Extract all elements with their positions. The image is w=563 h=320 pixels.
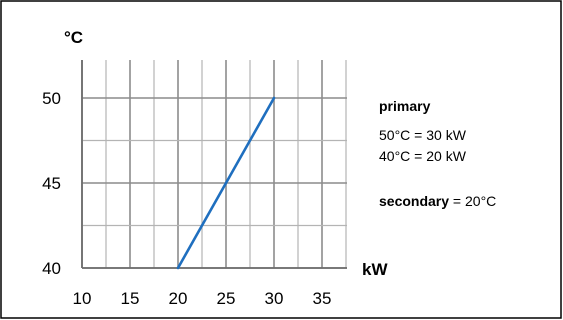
x-tick-label: 35 bbox=[313, 289, 332, 308]
x-tick-label: 10 bbox=[73, 289, 92, 308]
axes bbox=[81, 60, 347, 269]
legend-primary-label: primary bbox=[379, 98, 431, 114]
legend-secondary-label: secondary bbox=[379, 193, 449, 209]
series-line-segment bbox=[176, 96, 276, 270]
legend-secondary: secondary = 20°C bbox=[379, 193, 496, 209]
legend-secondary-value: = 20°C bbox=[449, 193, 496, 209]
x-tick-label: 30 bbox=[265, 289, 284, 308]
legend-primary-line2: 40°C = 20 kW bbox=[379, 148, 467, 164]
series bbox=[176, 96, 276, 270]
x-axis-unit: kW bbox=[362, 260, 388, 279]
y-tick-label: 45 bbox=[42, 174, 61, 193]
x-tick-label: 20 bbox=[169, 289, 188, 308]
tick-labels: 10 15 20 25 30 35 40 45 50 bbox=[42, 89, 331, 308]
y-axis-unit: °C bbox=[64, 28, 83, 47]
x-tick-label: 15 bbox=[121, 289, 140, 308]
legend-primary-line1: 50°C = 30 kW bbox=[379, 127, 467, 143]
x-tick-label: 25 bbox=[217, 289, 236, 308]
y-tick-label: 50 bbox=[42, 89, 61, 108]
y-tick-label: 40 bbox=[42, 259, 61, 278]
